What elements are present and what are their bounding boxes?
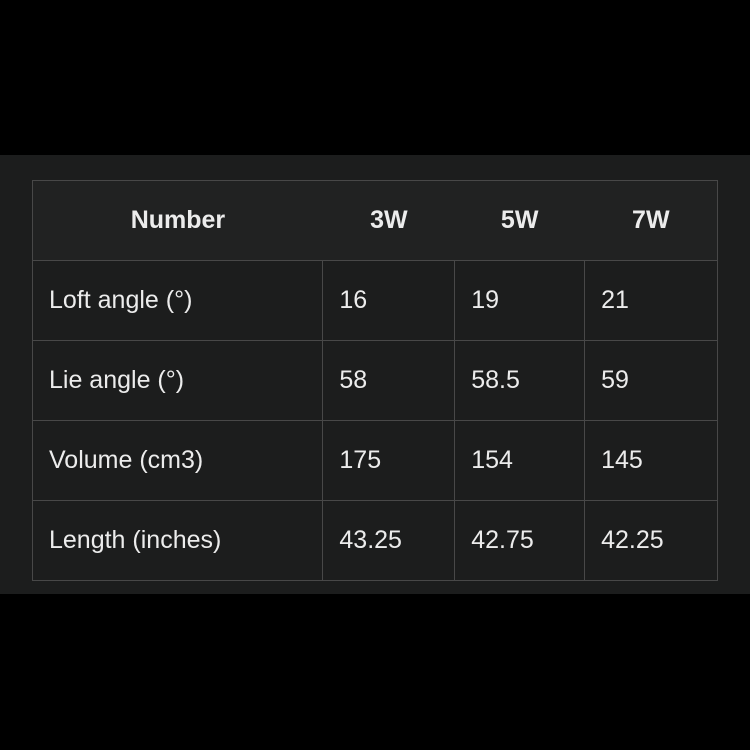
row-label: Length (inches) xyxy=(31,500,324,581)
table-cell: 42.25 xyxy=(584,500,718,581)
table-cell: 19 xyxy=(454,260,586,341)
specs-table: Number 3W 5W 7W Loft angle (°) 16 19 21 Lie … xyxy=(31,180,718,581)
table-cell: 43.25 xyxy=(322,500,456,581)
table-cell: 175 xyxy=(322,420,456,501)
table-cell: 154 xyxy=(454,420,586,501)
table-row: Loft angle (°) 16 19 21 xyxy=(31,260,718,341)
header-cell: 5W xyxy=(454,180,585,261)
table-panel: Number 3W 5W 7W Loft angle (°) 16 19 21 Lie … xyxy=(0,155,750,594)
row-label: Lie angle (°) xyxy=(31,340,324,421)
table-row: Lie angle (°) 58 58.5 59 xyxy=(31,340,718,421)
table-cell: 16 xyxy=(322,260,456,341)
table-cell: 145 xyxy=(584,420,718,501)
row-label: Loft angle (°) xyxy=(31,260,324,341)
header-cell: Number xyxy=(31,180,323,261)
row-label: Volume (cm3) xyxy=(31,420,324,501)
header-cell: 7W xyxy=(584,180,718,261)
table-cell: 42.75 xyxy=(454,500,586,581)
table-cell: 59 xyxy=(584,340,718,421)
table-cell: 21 xyxy=(584,260,718,341)
table-row: Volume (cm3) 175 154 145 xyxy=(31,420,718,501)
table-row: Length (inches) 43.25 42.75 42.25 xyxy=(31,500,718,581)
table-cell: 58 xyxy=(322,340,456,421)
header-cell: 3W xyxy=(322,180,455,261)
header-row: Number 3W 5W 7W xyxy=(31,180,718,261)
table-cell: 58.5 xyxy=(454,340,586,421)
